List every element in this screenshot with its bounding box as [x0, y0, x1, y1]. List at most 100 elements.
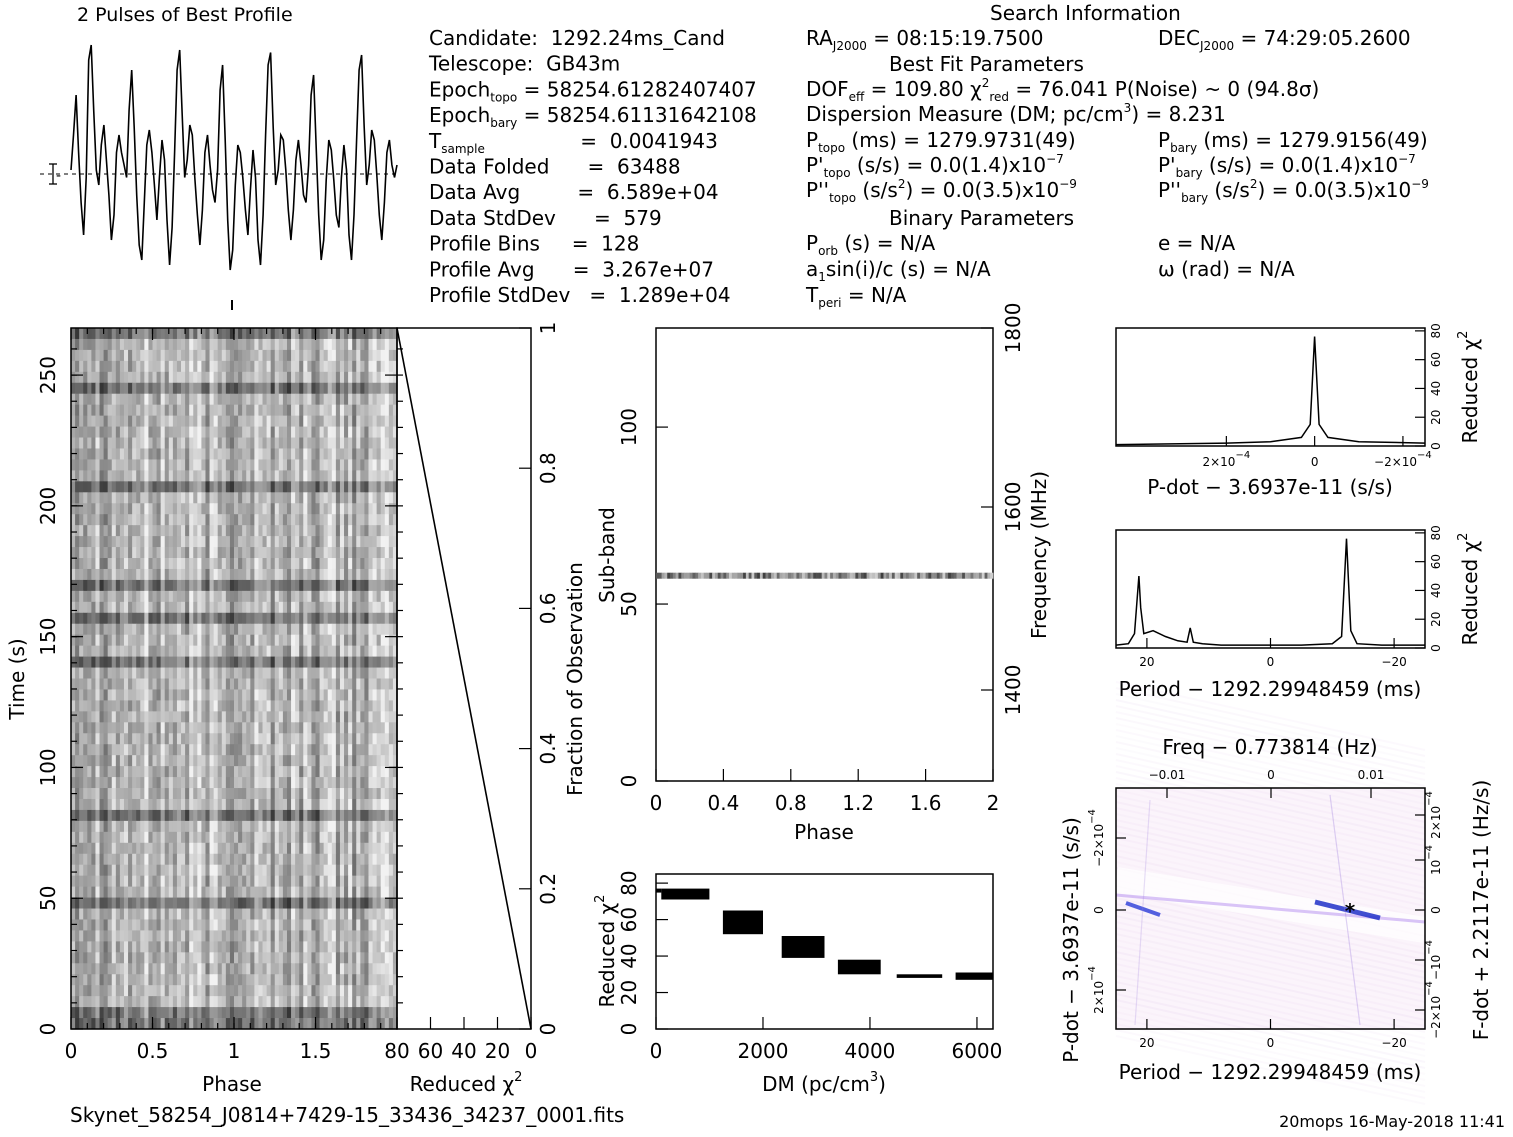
time-phase-cell — [373, 569, 377, 580]
time-phase-cell — [352, 952, 356, 963]
time-phase-cell — [344, 602, 348, 613]
time-phase-cell — [104, 427, 108, 438]
time-phase-cell — [230, 624, 234, 635]
time-phase-cell — [132, 689, 136, 700]
time-phase-cell — [83, 481, 87, 492]
time-phase-cell — [136, 459, 140, 470]
time-phase-cell — [373, 503, 377, 514]
time-phase-cell — [242, 416, 246, 427]
time-phase-cell — [291, 810, 295, 821]
time-phase-cell — [316, 646, 320, 657]
time-phase-cell — [299, 470, 303, 481]
time-phase-cell — [246, 481, 250, 492]
time-phase-cell — [336, 383, 340, 394]
time-phase-cell — [254, 832, 258, 843]
time-phase-cell — [267, 383, 271, 394]
time-phase-cell — [250, 547, 254, 558]
time-phase-cell — [381, 339, 385, 350]
time-phase-cell — [291, 350, 295, 361]
time-phase-cell — [214, 339, 218, 350]
time-phase-cell — [263, 492, 267, 503]
time-phase-cell — [364, 700, 368, 711]
time-phase-cell — [100, 810, 104, 821]
time-phase-cell — [364, 448, 368, 459]
time-phase-cell — [201, 821, 205, 832]
time-phase-cell — [91, 679, 95, 690]
time-phase-cell — [193, 602, 197, 613]
time-phase-cell — [87, 952, 91, 963]
time-phase-cell — [389, 952, 393, 963]
time-phase-cell — [340, 876, 344, 887]
time-phase-cell — [283, 668, 287, 679]
time-phase-cell — [381, 350, 385, 361]
time-phase-cell — [360, 799, 364, 810]
time-phase-cell — [210, 832, 214, 843]
time-phase-cell — [307, 350, 311, 361]
time-phase-cell — [173, 646, 177, 657]
time-phase-cell — [116, 361, 120, 372]
time-phase-cell — [364, 799, 368, 810]
time-phase-cell — [336, 766, 340, 777]
time-phase-cell — [368, 755, 372, 766]
time-phase-cell — [157, 580, 161, 591]
time-phase-cell — [201, 810, 205, 821]
time-phase-cell — [373, 788, 377, 799]
time-phase-cell — [173, 481, 177, 492]
time-phase-cell — [144, 909, 148, 920]
time-phase-cell — [75, 952, 79, 963]
time-phase-cell — [242, 854, 246, 865]
time-phase-cell — [222, 405, 226, 416]
time-phase-cell — [267, 536, 271, 547]
time-phase-cell — [332, 876, 336, 887]
time-phase-cell — [377, 755, 381, 766]
time-phase-cell — [95, 492, 99, 503]
time-phase-cell — [324, 503, 328, 514]
time-phase-cell — [197, 635, 201, 646]
time-phase-cell — [267, 854, 271, 865]
time-phase-cell — [250, 974, 254, 985]
time-phase-cell — [368, 481, 372, 492]
time-phase-cell — [75, 865, 79, 876]
time-phase-cell — [328, 919, 332, 930]
time-phase-cell — [360, 788, 364, 799]
time-phase-cell — [360, 963, 364, 974]
time-phase-cell — [197, 481, 201, 492]
time-phase-cell — [193, 394, 197, 405]
time-phase-cell — [263, 602, 267, 613]
time-phase-cell — [254, 930, 258, 941]
time-phase-cell — [181, 514, 185, 525]
time-phase-cell — [104, 876, 108, 887]
time-phase-cell — [336, 854, 340, 865]
time-phase-cell — [91, 799, 95, 810]
time-phase-cell — [173, 865, 177, 876]
time-phase-cell — [83, 372, 87, 383]
time-phase-cell — [287, 602, 291, 613]
time-phase-cell — [377, 930, 381, 941]
time-phase-cell — [120, 887, 124, 898]
time-phase-cell — [185, 668, 189, 679]
time-phase-cell — [83, 722, 87, 733]
time-phase-cell — [303, 350, 307, 361]
time-phase-cell — [311, 459, 315, 470]
time-phase-cell — [344, 569, 348, 580]
time-phase-cell — [128, 700, 132, 711]
time-phase-cell — [230, 909, 234, 920]
time-phase-cell — [275, 668, 279, 679]
time-phase-cell — [79, 657, 83, 668]
time-phase-cell — [230, 963, 234, 974]
time-phase-cell — [279, 657, 283, 668]
time-phase-cell — [108, 394, 112, 405]
time-phase-cell — [185, 700, 189, 711]
time-phase-cell — [320, 788, 324, 799]
time-phase-cell — [193, 974, 197, 985]
time-phase-cell — [205, 919, 209, 930]
time-phase-cell — [100, 525, 104, 536]
time-phase-cell — [316, 766, 320, 777]
time-phase-cell — [238, 810, 242, 821]
time-phase-cell — [218, 668, 222, 679]
time-phase-cell — [267, 909, 271, 920]
time-phase-cell — [364, 668, 368, 679]
time-phase-cell — [157, 887, 161, 898]
time-phase-cell — [360, 810, 364, 821]
time-phase-cell — [238, 405, 242, 416]
